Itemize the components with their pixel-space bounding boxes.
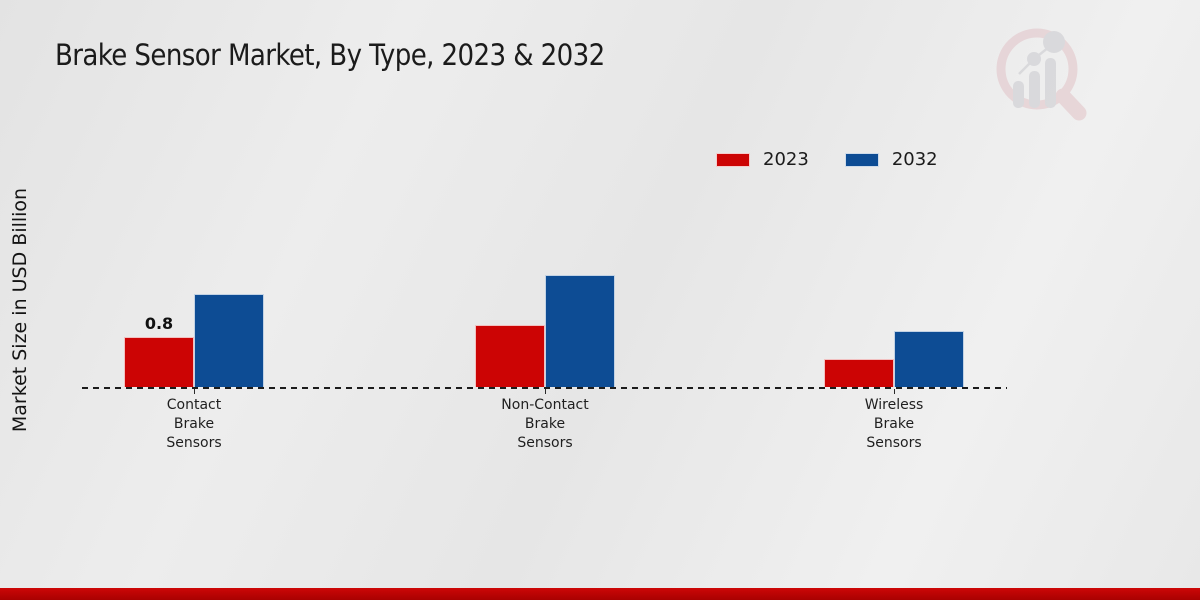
legend: 2023 2032 xyxy=(716,149,938,170)
bar-2023-category-1 xyxy=(475,325,545,387)
bar-2032-category-0 xyxy=(194,294,264,387)
logo-dot-small-icon xyxy=(1027,52,1041,66)
category-label-line: Sensors xyxy=(166,435,222,451)
category-label-line: Sensors xyxy=(517,435,573,451)
magnifier-handle-icon xyxy=(1055,88,1087,121)
bar-2023-category-2 xyxy=(824,359,894,387)
legend-label-2032: 2032 xyxy=(891,149,938,170)
legend-item-2032: 2032 xyxy=(844,149,938,170)
x-axis-tick xyxy=(545,389,546,394)
category-label-line: Brake xyxy=(873,416,915,432)
category-label-line: Sensors xyxy=(866,435,922,451)
footer-accent-band xyxy=(0,588,1200,600)
category-label-line: Non-Contact xyxy=(501,397,589,413)
bar-2023-category-0 xyxy=(124,337,194,387)
logo-bar-medium-icon xyxy=(1029,71,1040,108)
legend-swatch-2023 xyxy=(716,152,750,167)
category-label-line: Contact xyxy=(166,397,222,413)
bar-value-label: 0.8 xyxy=(144,314,174,333)
category-label-0: Contact Brake Sensors xyxy=(99,396,289,453)
category-label-line: Wireless xyxy=(864,397,924,413)
logo-bar-tall-icon xyxy=(1045,58,1056,108)
category-label-2: Wireless Brake Sensors xyxy=(799,396,989,453)
category-label-1: Non-Contact Brake Sensors xyxy=(450,396,640,453)
x-axis-baseline xyxy=(82,387,1007,389)
legend-item-2023: 2023 xyxy=(716,149,809,170)
bar-2032-category-2 xyxy=(894,331,964,387)
legend-swatch-2032 xyxy=(844,152,879,167)
y-axis-label: Market Size in USD Billion xyxy=(9,187,31,433)
legend-label-2023: 2023 xyxy=(763,149,809,170)
category-label-line: Brake xyxy=(524,416,566,432)
x-axis-tick xyxy=(894,389,895,394)
logo-bar-short-icon xyxy=(1013,81,1024,108)
bar-2032-category-1 xyxy=(545,275,615,387)
market-research-magnifier-bar-chart-logo xyxy=(996,28,1087,121)
chart-title: Brake Sensor Market, By Type, 2023 & 203… xyxy=(55,38,605,72)
category-label-line: Brake xyxy=(173,416,215,432)
x-axis-tick xyxy=(194,389,195,394)
logo-dot-large-icon xyxy=(1043,31,1065,53)
